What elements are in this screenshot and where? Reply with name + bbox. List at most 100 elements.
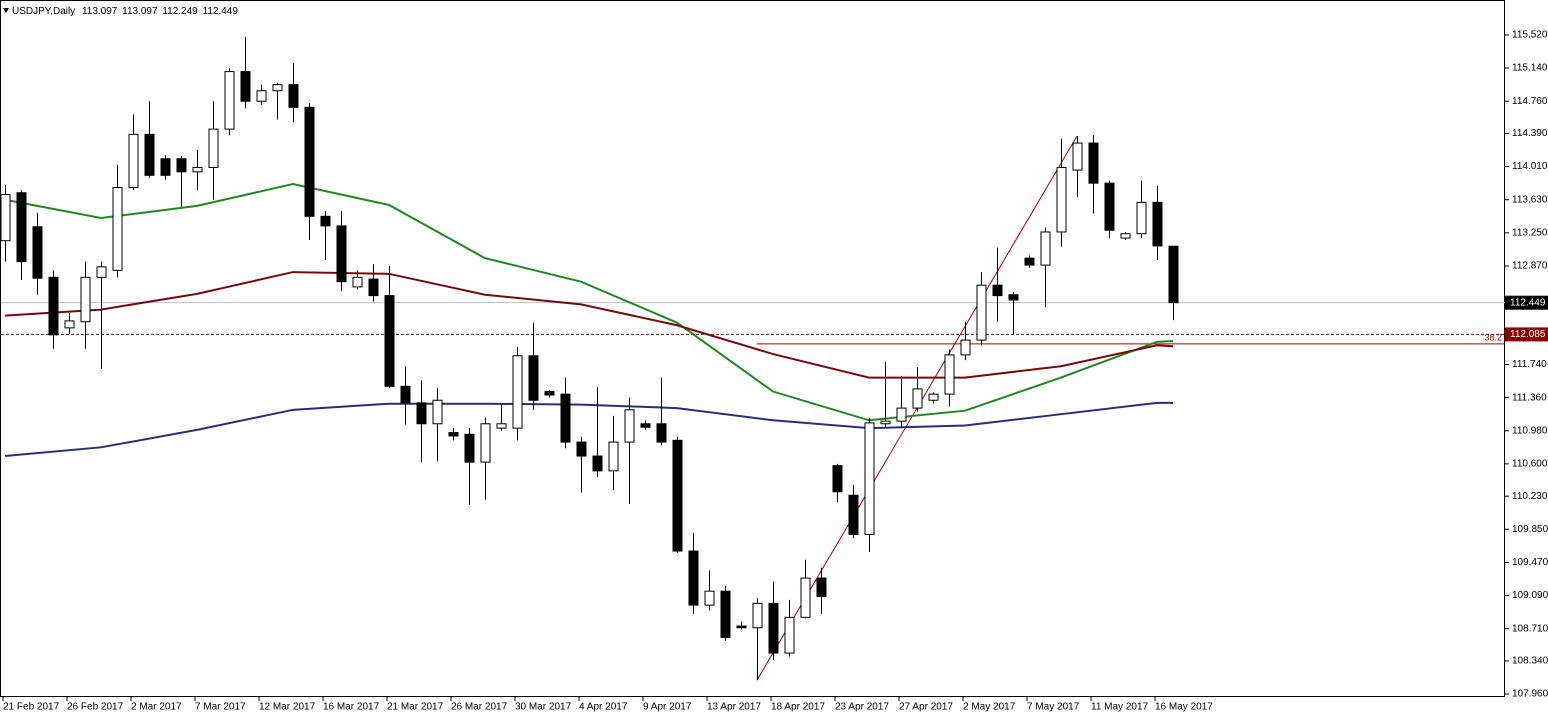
candle-body: [864, 422, 875, 535]
candle-body: [784, 616, 795, 654]
candle-body: [688, 550, 699, 606]
candle-body: [272, 84, 283, 92]
candle-body: [128, 133, 139, 189]
x-tick-label: 27 Apr 2017: [899, 702, 953, 713]
candle-body: [464, 433, 475, 463]
ohlc-low: 112.249: [162, 6, 198, 17]
candle-body: [1008, 294, 1019, 301]
y-tick-label: 114.010: [1512, 161, 1548, 172]
candle-body: [448, 431, 459, 437]
x-tick-label: 21 Mar 2017: [387, 702, 444, 713]
price-tag-bg: [1505, 295, 1548, 310]
candle-body: [96, 266, 107, 278]
candle-body: [480, 423, 491, 463]
candle-body: [160, 158, 171, 176]
level-tag-bg: [1505, 327, 1548, 342]
y-tick-label: 110.980: [1512, 425, 1548, 436]
candle-body: [496, 423, 507, 429]
x-tick-label: 21 Feb 2017: [3, 702, 60, 713]
candle-body: [528, 355, 539, 401]
y-tick-label: 113.630: [1512, 194, 1548, 205]
candle-body: [608, 441, 619, 472]
candle-body: [800, 577, 811, 618]
ohlc-close: 112.449: [203, 6, 239, 17]
candle-body: [992, 284, 1003, 297]
x-tick-label: 7 Mar 2017: [195, 702, 246, 713]
candle-body: [176, 158, 187, 173]
price-tag-label: 112.449: [1510, 297, 1546, 308]
candle-body: [256, 90, 267, 102]
candle-body: [1120, 233, 1131, 239]
candle-body: [672, 439, 683, 552]
y-tick-label: 108.340: [1512, 656, 1548, 667]
candle-body: [320, 215, 331, 227]
candle-body: [752, 602, 763, 629]
candle-body: [16, 192, 27, 263]
price-tag: 112.449: [1505, 295, 1548, 310]
candle-body: [592, 455, 603, 472]
candle-body: [704, 590, 715, 606]
candle-body: [960, 339, 971, 356]
x-tick-label: 30 Mar 2017: [515, 702, 572, 713]
x-tick-label: 9 Apr 2017: [643, 702, 692, 713]
y-tick-label: 114.390: [1512, 128, 1548, 139]
y-tick-label: 109.470: [1512, 557, 1548, 568]
y-tick-label: 110.600: [1512, 459, 1548, 470]
y-tick-label: 109.090: [1512, 590, 1548, 601]
candle-body: [64, 320, 75, 329]
candle-body: [400, 385, 411, 404]
candle-body: [288, 84, 299, 108]
x-tick-label: 18 Apr 2017: [771, 702, 825, 713]
candle-body: [208, 128, 219, 168]
candle-body: [384, 295, 395, 387]
candle-body: [560, 393, 571, 443]
y-tick-label: 113.250: [1512, 227, 1548, 238]
candle-body: [656, 423, 667, 443]
candle-body: [48, 276, 59, 336]
x-tick-label: 26 Feb 2017: [67, 702, 124, 713]
y-tick-label: 111.740: [1512, 359, 1547, 370]
candle-body: [352, 276, 363, 288]
candle-body: [848, 494, 859, 535]
candle-body: [880, 420, 891, 425]
candle-body: [1024, 257, 1035, 266]
candle-body: [112, 187, 123, 271]
candle-body: [1040, 231, 1051, 266]
y-tick-label: 107.960: [1512, 689, 1548, 700]
candle-body: [576, 441, 587, 457]
candle-body: [416, 402, 427, 425]
candle-body: [976, 284, 987, 341]
y-tick-label: 114.760: [1512, 96, 1548, 107]
candle-body: [32, 226, 43, 279]
level-tag-label: 112.085: [1510, 329, 1546, 340]
candle-body: [944, 354, 955, 395]
moving-average: [4, 401, 1173, 458]
x-tick-label: 2 May 2017: [963, 702, 1016, 713]
y-tick-label: 108.710: [1512, 623, 1548, 634]
candle-body: [80, 276, 91, 323]
y-tick-label: 110.230: [1512, 491, 1548, 502]
level-tag: 112.085: [1505, 327, 1548, 342]
x-tick-label: 16 May 2017: [1155, 702, 1213, 713]
candle-body: [832, 465, 843, 493]
x-tick-label: 2 Mar 2017: [131, 702, 182, 713]
y-tick-label: 115.140: [1512, 63, 1548, 74]
fibo-level-label: 38.2: [1484, 332, 1502, 342]
ohlc-high: 113.097: [122, 6, 158, 17]
candle-body: [1072, 142, 1083, 171]
menu-arrow[interactable]: [3, 8, 9, 13]
candle-body: [304, 106, 315, 217]
candle-body: [1168, 245, 1179, 304]
candle-body: [720, 590, 731, 638]
candle-body: [928, 393, 939, 401]
x-tick-label: 13 Apr 2017: [707, 702, 761, 713]
moving-average: [4, 183, 1174, 422]
candle-body: [1152, 201, 1163, 247]
candle-body: [240, 71, 251, 102]
candle-body: [768, 602, 779, 654]
candle-body: [0, 193, 11, 242]
y-tick-label: 115.520: [1512, 30, 1548, 41]
x-tick-label: 7 May 2017: [1027, 702, 1080, 713]
x-tick-label: 23 Apr 2017: [835, 702, 889, 713]
x-tick-label: 26 Mar 2017: [451, 702, 508, 713]
